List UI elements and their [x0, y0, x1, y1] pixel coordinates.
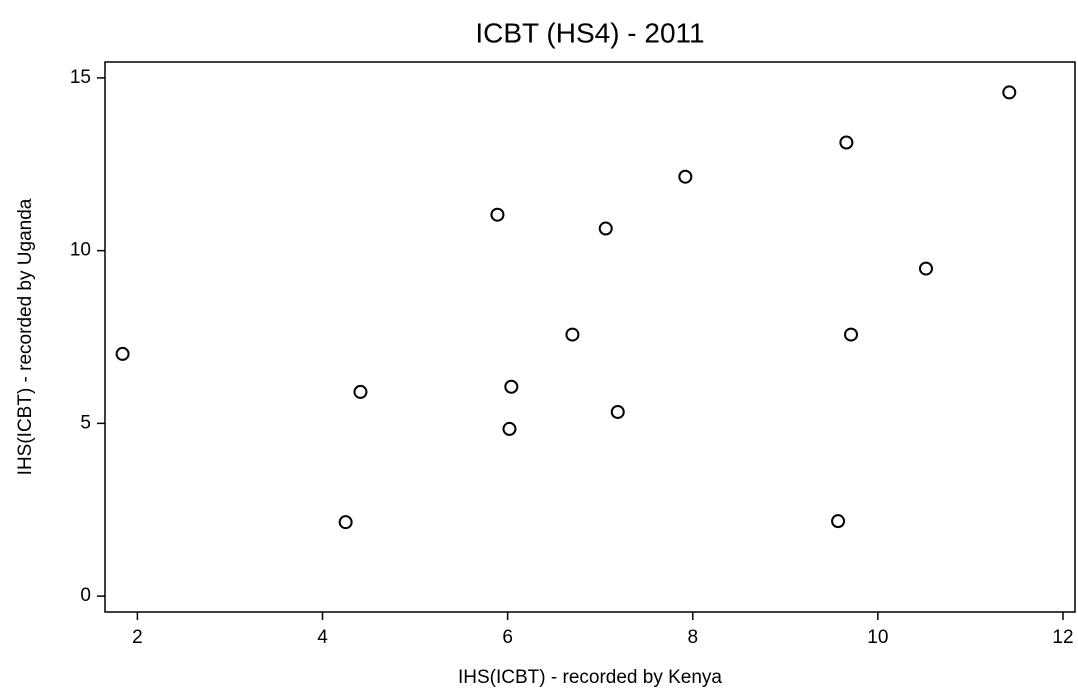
point: [844, 327, 859, 342]
point: [678, 169, 693, 184]
plot-frame: [104, 61, 1076, 613]
point: [353, 384, 368, 399]
point: [504, 379, 519, 394]
y-tick-label: 10: [70, 240, 91, 261]
y-axis-label: IHS(ICBT) - recorded by Uganda: [15, 198, 36, 475]
x-axis-label: IHS(ICBT) - recorded by Kenya: [458, 667, 722, 688]
y-tick-label: 5: [80, 412, 91, 433]
point: [502, 421, 517, 436]
point: [598, 221, 613, 236]
x-tick-label: 4: [317, 627, 328, 648]
x-tick-label: 12: [1052, 627, 1073, 648]
point: [490, 207, 505, 222]
point: [839, 135, 854, 150]
point: [338, 515, 353, 530]
point: [565, 327, 580, 342]
x-tick-label: 10: [867, 627, 888, 648]
point: [831, 514, 846, 529]
point: [1002, 85, 1017, 100]
y-tick-label: 15: [70, 67, 91, 88]
point: [610, 404, 625, 419]
x-tick-label: 6: [502, 627, 513, 648]
chart-title: ICBT (HS4) - 2011: [475, 17, 704, 48]
x-tick-label: 2: [132, 627, 143, 648]
point: [115, 346, 130, 361]
x-tick-label: 8: [687, 627, 698, 648]
y-tick-label: 0: [80, 585, 91, 606]
point: [918, 261, 933, 276]
